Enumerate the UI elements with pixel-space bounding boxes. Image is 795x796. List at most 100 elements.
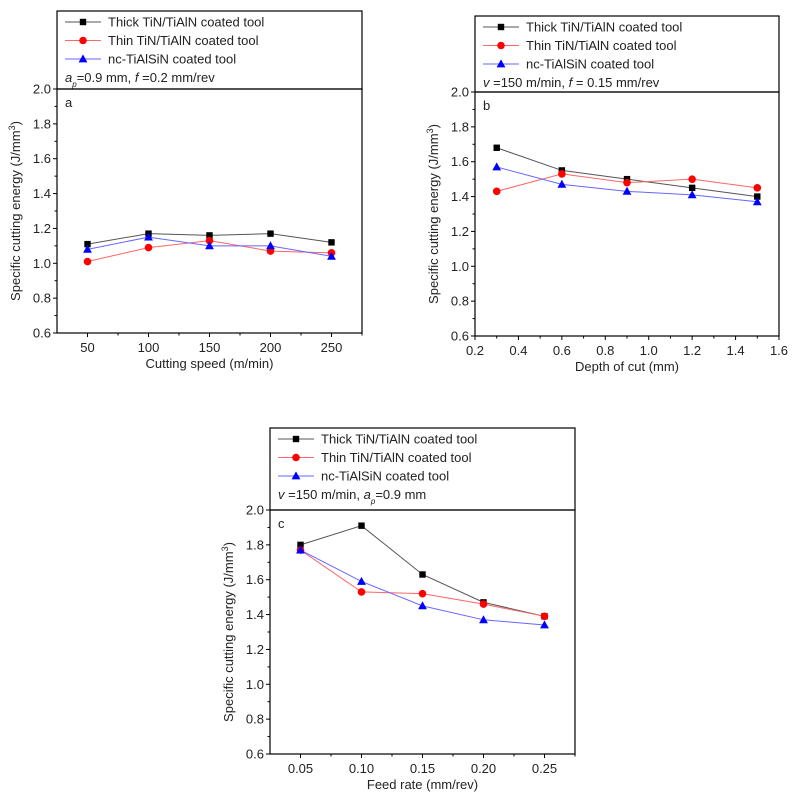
y-tick-label: 0.6 [246, 747, 264, 762]
legend-label: Thick TiN/TiAlN coated tool [526, 20, 682, 35]
y-tick-label: 1.4 [451, 189, 469, 204]
x-tick-label: 1.4 [727, 343, 745, 358]
data-point [558, 170, 566, 178]
y-axis-title-end: ) [221, 542, 236, 546]
condition-part: f [569, 75, 574, 90]
legend-item-square: Thick TiN/TiAlN coated tool [483, 20, 682, 35]
panel-label: c [278, 516, 285, 531]
legend-item-square: Thick TiN/TiAlN coated tool [65, 15, 264, 30]
legend-marker-triangle [78, 54, 88, 63]
y-tick-label: 2.0 [246, 503, 264, 518]
plot-frame [56, 88, 363, 334]
condition-part: =0.9 mm [375, 487, 426, 502]
data-point [623, 178, 631, 187]
y-axis-title-end: ) [8, 121, 23, 125]
legend-marker-square [497, 23, 505, 31]
y-axis-title: Specific cutting energy (J/mm3) [425, 124, 441, 304]
y-tick-label: 1.0 [33, 256, 51, 271]
legend-marker-circle [79, 36, 87, 45]
y-tick-label: 1.0 [451, 259, 469, 274]
data-point [327, 251, 336, 260]
legend-label: Thin TiN/TiAlN coated tool [108, 33, 259, 48]
legend-label: Thin TiN/TiAlN coated tool [526, 38, 677, 53]
y-tick-label: 0.6 [33, 326, 51, 341]
y-tick-label: 0.8 [246, 712, 264, 727]
y-tick-label: 1.4 [33, 186, 51, 201]
condition-part: a [364, 487, 371, 502]
data-point [753, 184, 762, 192]
data-point [492, 187, 501, 196]
data-point [687, 190, 697, 199]
series-markers-triangle [492, 162, 762, 206]
data-point [622, 186, 632, 195]
y-axis-title-main: Specific cutting energy (J/mm [8, 130, 23, 301]
chart-panel-b: Thick TiN/TiAlN coated tool Thin TiN/TiAl… [425, 15, 788, 374]
y-axis-title-end: ) [426, 124, 441, 128]
legend-item-circle: Thin TiN/TiAlN coated tool [278, 450, 472, 465]
chart-panel-c: Thick TiN/TiAlN coated tool Thin TiN/TiAl… [220, 427, 576, 792]
legend-item-triangle: nc-TiAlSiN coated tool [278, 469, 449, 484]
data-point [144, 232, 153, 241]
panel-label: b [483, 98, 490, 113]
y-tick-label: 2.0 [33, 82, 51, 97]
y-axis-title-sup: 3 [220, 546, 230, 551]
x-tick-label: 0.6 [553, 343, 571, 358]
x-tick-label: 50 [80, 340, 94, 355]
legend: Thick TiN/TiAlN coated tool Thin TiN/TiAl… [56, 10, 363, 90]
data-point [358, 522, 365, 529]
condition-part: f [135, 70, 140, 85]
y-tick-label: 1.2 [246, 642, 264, 657]
data-point [83, 257, 92, 266]
test-conditions: v =150 m/min, f = 0.15 mm/rev [483, 75, 660, 90]
condition-part: a [65, 70, 72, 85]
y-tick-label: 0.8 [451, 294, 469, 309]
x-tick-label: 0.15 [410, 761, 435, 776]
legend-marker-triangle [496, 59, 506, 68]
y-tick-label: 1.2 [451, 224, 469, 239]
data-point [357, 588, 366, 596]
data-point [205, 236, 214, 245]
y-axis-title: Specific cutting energy (J/mm3) [7, 121, 23, 301]
y-tick-label: 2.0 [451, 85, 469, 100]
legend-item-circle: Thin TiN/TiAlN coated tool [483, 38, 677, 53]
series-markers-triangle [296, 545, 549, 629]
y-tick-label: 0.6 [451, 329, 469, 344]
data-point [419, 571, 426, 578]
plot-frame [269, 509, 576, 755]
y-tick-label: 1.2 [33, 221, 51, 236]
data-point [144, 243, 153, 252]
x-tick-label: 1.2 [683, 343, 701, 358]
y-tick-label: 1.8 [33, 116, 51, 131]
data-point [492, 162, 502, 171]
data-point [540, 612, 549, 621]
y-axis-title-main: Specific cutting energy (J/mm [426, 133, 441, 304]
data-point [418, 589, 427, 598]
data-point [557, 179, 567, 188]
condition-part: =150 m/min, [490, 75, 569, 90]
data-point [752, 197, 762, 206]
data-point [418, 601, 427, 610]
y-tick-label: 0.8 [33, 291, 51, 306]
y-tick-label: 1.6 [246, 572, 264, 587]
x-tick-label: 0.8 [596, 343, 614, 358]
legend-item-triangle: nc-TiAlSiN coated tool [483, 57, 654, 72]
data-point [296, 545, 305, 554]
x-tick-label: 200 [260, 340, 282, 355]
data-point [205, 241, 214, 250]
legend-marker-circle [497, 41, 505, 50]
data-point [83, 244, 92, 253]
x-tick-label: 0.20 [471, 761, 496, 776]
y-axis-title-main: Specific cutting energy (J/mm [221, 551, 236, 722]
x-tick-label: 1.0 [640, 343, 658, 358]
data-point [328, 239, 335, 246]
condition-part: v [278, 487, 286, 502]
chart-panel-a: Thick TiN/TiAlN coated tool Thin TiN/TiAl… [7, 10, 363, 371]
legend-label: Thin TiN/TiAlN coated tool [321, 450, 472, 465]
data-point [493, 144, 500, 151]
condition-part: = 0.15 mm/rev [572, 75, 660, 90]
y-axis-title-sup: 3 [425, 128, 435, 133]
series-markers-triangle [83, 232, 336, 260]
data-point [688, 175, 696, 183]
legend-marker-circle [292, 453, 300, 462]
